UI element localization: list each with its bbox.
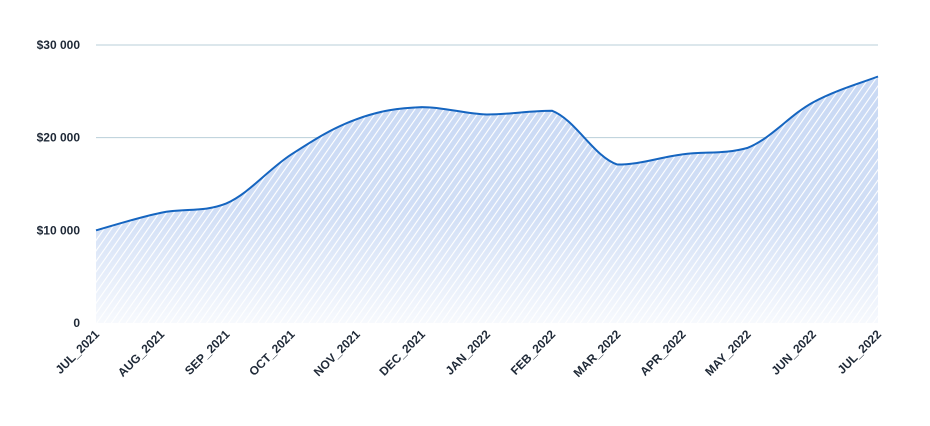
x-axis-ticks: JUL_2021 AUG_2021 SEP_2021 OCT_2021 NOV_2021…	[53, 327, 885, 380]
series-line	[95, 75, 879, 232]
x-tick-label: OCT_2021	[246, 327, 298, 379]
y-tick-label: 0	[73, 316, 80, 330]
y-tick-label: $10 000	[37, 223, 81, 237]
y-tick-label: $30 000	[37, 38, 81, 52]
x-tick-label: APR_2022	[637, 327, 689, 379]
series-area-fade	[96, 76, 878, 323]
x-tick-label: JUL_2021	[53, 327, 103, 377]
x-tick-label: SEP_2021	[182, 327, 233, 378]
area-layer	[95, 75, 879, 323]
x-tick-label: DEC_2021	[377, 327, 429, 379]
x-tick-label: JAN_2022	[443, 327, 494, 378]
x-tick-label: AUG_2021	[115, 327, 168, 380]
y-axis-ticks: 0 $10 000 $20 000 $30 000	[37, 38, 81, 330]
x-tick-label: JUL_2022	[835, 327, 885, 377]
x-tick-label: MAR_2022	[571, 327, 624, 380]
x-tick-label: FEB_2022	[508, 327, 559, 378]
x-tick-label: MAY_2022	[702, 327, 754, 379]
x-tick-label: JUN_2022	[768, 327, 819, 378]
y-tick-label: $20 000	[37, 131, 81, 145]
x-tick-label: NOV_2021	[311, 327, 363, 379]
